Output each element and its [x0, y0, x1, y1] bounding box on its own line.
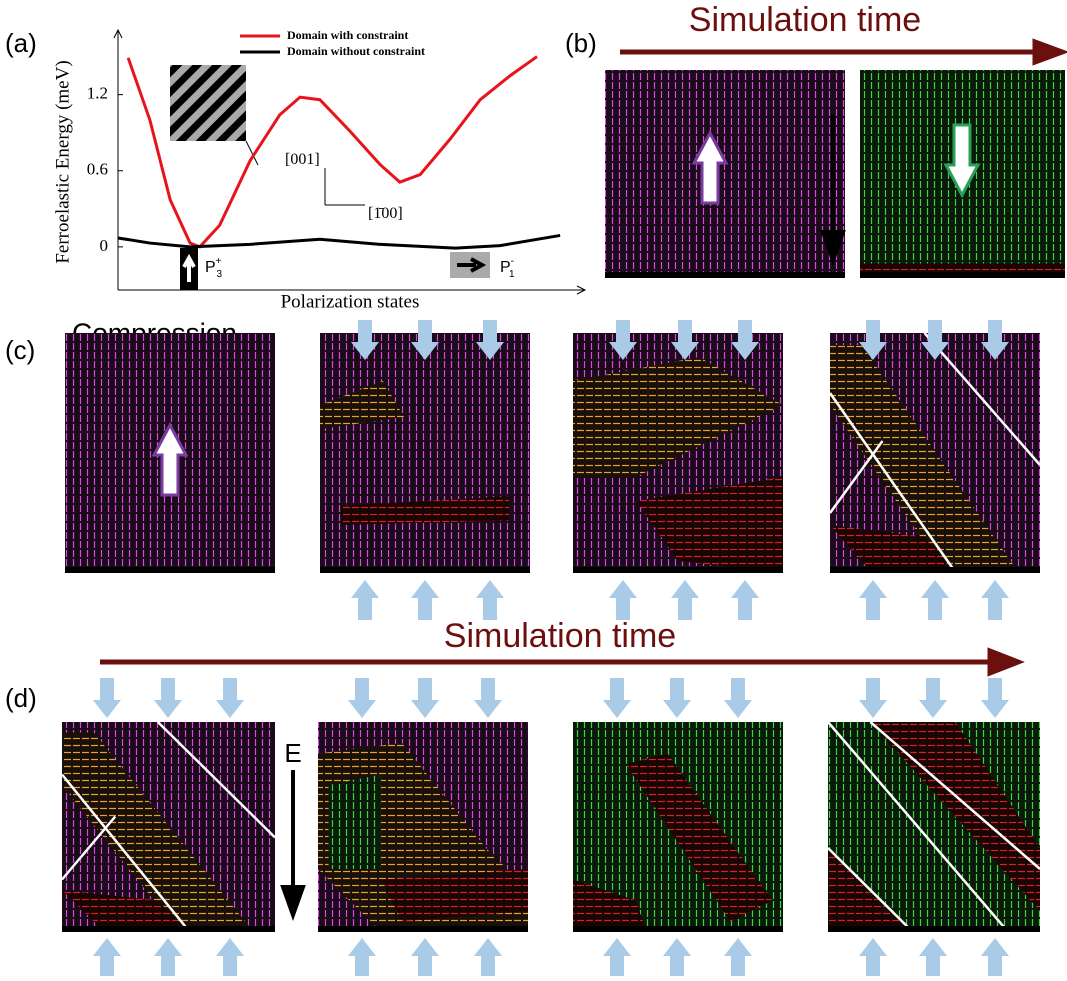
legend-label: Domain without constraint — [287, 44, 425, 58]
line — [118, 235, 560, 248]
compression-arrow — [93, 938, 121, 976]
compression-arrow — [93, 678, 121, 718]
compression-arrow — [663, 678, 691, 718]
annotation-text: [1̄00] — [368, 205, 403, 222]
compression-arrow — [921, 580, 949, 620]
field-edge — [320, 567, 530, 573]
y-tick-label: 1.2 — [87, 84, 108, 103]
compression-arrow — [981, 678, 1009, 718]
time-label: Simulation time — [689, 1, 921, 39]
annotation: [001] — [285, 151, 320, 168]
domain — [329, 775, 382, 870]
axis — [114, 30, 122, 290]
axes-glyph — [325, 168, 365, 205]
annotation: P-1 — [500, 256, 515, 280]
annotation-sup: - — [511, 256, 514, 267]
annotation-sub: 3 — [217, 269, 223, 280]
compression-arrow — [474, 678, 502, 718]
y-tick-label: 0.6 — [87, 160, 108, 179]
compression-arrow — [731, 580, 759, 620]
compression-arrow — [981, 938, 1009, 976]
compression-arrow — [216, 678, 244, 718]
compression-arrow — [154, 678, 182, 718]
compression-arrow — [919, 938, 947, 976]
field-edge — [830, 567, 1040, 573]
compression-arrow — [663, 938, 691, 976]
compression-arrow — [411, 938, 439, 976]
compression-arrow — [859, 938, 887, 976]
field-edge — [318, 926, 528, 932]
panel-label: (d) — [5, 683, 37, 713]
annotation-sup: + — [216, 256, 222, 267]
panel-label: (c) — [5, 335, 35, 365]
compression-arrow — [603, 678, 631, 718]
field-edge — [573, 926, 783, 932]
compression-arrow — [411, 580, 439, 620]
field-map — [605, 70, 845, 278]
compression-arrow — [859, 678, 887, 718]
field-edge — [573, 567, 783, 573]
field-arrow — [283, 770, 303, 915]
legend-label: Domain with constraint — [287, 28, 408, 42]
annotation-text: [001] — [285, 151, 320, 168]
compression-arrow — [476, 580, 504, 620]
time-arrow — [620, 42, 1062, 62]
compression-arrow — [981, 580, 1009, 620]
annotation: P+3 — [205, 256, 223, 280]
compression-arrow — [351, 580, 379, 620]
compression-arrow — [411, 678, 439, 718]
compression-arrow — [474, 938, 502, 976]
inset — [170, 65, 246, 141]
y-tick-label: 0 — [100, 236, 109, 255]
compression-arrow — [154, 938, 182, 976]
compression-arrow — [919, 678, 947, 718]
field-edge — [65, 567, 275, 573]
compression-arrow — [348, 678, 376, 718]
figure: (a) (b) (c) (d) Simulation time Simulati… — [0, 0, 1067, 976]
annotation: [1̄00] — [368, 205, 403, 222]
field-edge — [605, 272, 845, 278]
annotation-sub: 1 — [509, 269, 515, 280]
field-edge — [828, 926, 1040, 932]
compression-arrow — [216, 938, 244, 976]
compression-arrow — [724, 678, 752, 718]
compression-arrow — [671, 580, 699, 620]
panel-label: (b) — [565, 28, 597, 58]
field-edge — [860, 272, 1065, 278]
field-label: E — [284, 738, 301, 768]
panel-label: (a) — [5, 28, 37, 58]
compression-arrow — [724, 938, 752, 976]
field-map — [320, 333, 530, 573]
compression-arrow — [609, 580, 637, 620]
annotation-text: P — [205, 259, 216, 276]
compression-arrow — [348, 938, 376, 976]
time-label: Simulation time — [444, 617, 676, 655]
y-axis-label: Ferroelastic Energy (meV) — [52, 60, 73, 263]
compression-arrow — [603, 938, 631, 976]
x-axis-label: Polarization states — [281, 291, 420, 312]
field-edge — [62, 926, 275, 932]
compression-arrow — [859, 580, 887, 620]
